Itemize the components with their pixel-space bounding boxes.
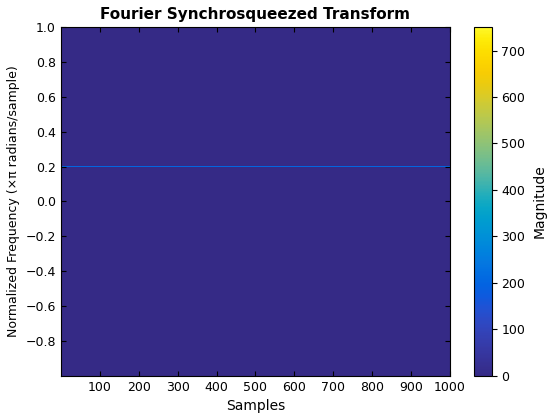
Y-axis label: Magnitude: Magnitude bbox=[533, 165, 547, 238]
X-axis label: Samples: Samples bbox=[226, 399, 285, 413]
Y-axis label: Normalized Frequency (×π radians/sample): Normalized Frequency (×π radians/sample) bbox=[7, 66, 20, 337]
Title: Fourier Synchrosqueezed Transform: Fourier Synchrosqueezed Transform bbox=[100, 7, 410, 22]
